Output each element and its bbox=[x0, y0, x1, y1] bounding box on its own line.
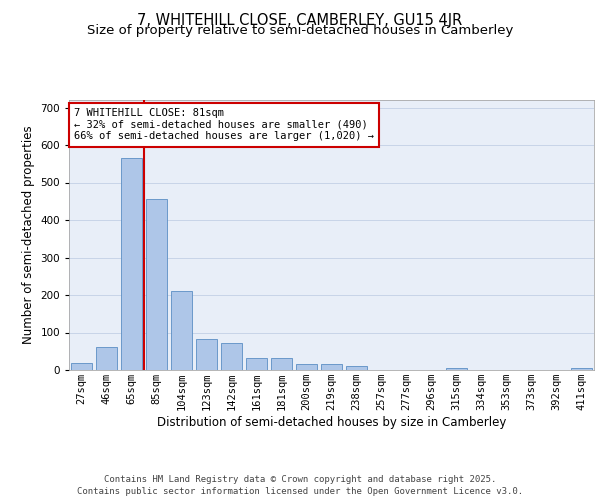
Text: Contains HM Land Registry data © Crown copyright and database right 2025.
Contai: Contains HM Land Registry data © Crown c… bbox=[77, 474, 523, 496]
Bar bbox=[246, 358, 267, 370]
X-axis label: Distribution of semi-detached houses by size in Camberley: Distribution of semi-detached houses by … bbox=[157, 416, 506, 429]
Text: 7 WHITEHILL CLOSE: 81sqm
← 32% of semi-detached houses are smaller (490)
66% of : 7 WHITEHILL CLOSE: 81sqm ← 32% of semi-d… bbox=[74, 108, 374, 142]
Bar bbox=[96, 347, 117, 370]
Bar bbox=[296, 364, 317, 370]
Bar bbox=[221, 343, 242, 370]
Bar bbox=[571, 368, 592, 370]
Bar bbox=[271, 358, 292, 370]
Bar bbox=[71, 363, 92, 370]
Bar bbox=[196, 338, 217, 370]
Bar bbox=[146, 200, 167, 370]
Bar bbox=[121, 158, 142, 370]
Bar bbox=[171, 291, 192, 370]
Text: 7, WHITEHILL CLOSE, CAMBERLEY, GU15 4JR: 7, WHITEHILL CLOSE, CAMBERLEY, GU15 4JR bbox=[137, 12, 463, 28]
Bar bbox=[446, 368, 467, 370]
Text: Size of property relative to semi-detached houses in Camberley: Size of property relative to semi-detach… bbox=[87, 24, 513, 37]
Bar bbox=[321, 364, 342, 370]
Bar bbox=[346, 366, 367, 370]
Y-axis label: Number of semi-detached properties: Number of semi-detached properties bbox=[22, 126, 35, 344]
